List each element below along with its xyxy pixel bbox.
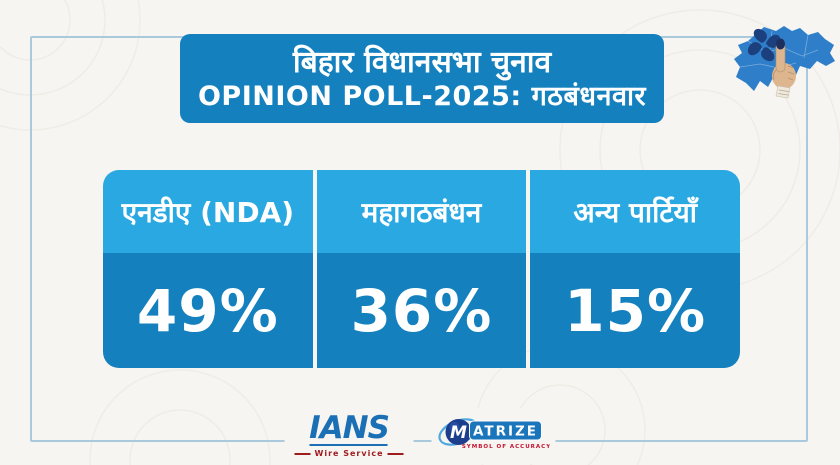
poll-results-table: एनडीए (NDA) 49% महागठबंधन 36% अन्य पार्ट… <box>103 170 740 368</box>
matrize-initial: M <box>450 423 467 443</box>
column-header-mahagathbandhan: महागठबंधन <box>316 170 527 253</box>
column-value-mahagathbandhan: 36% <box>316 253 527 368</box>
ians-wordmark: IANS <box>309 409 390 446</box>
table-column-mahagathbandhan: महागठबंधन 36% <box>316 170 527 368</box>
footer-logos: IANS Wire Service M ATRIZE SYMBOL OF ACC… <box>284 408 556 464</box>
column-value-others: 15% <box>530 253 740 368</box>
matrize-tagline: SYMBOL OF ACCURACY <box>462 444 550 450</box>
ians-tagline: Wire Service <box>314 449 384 459</box>
table-column-others: अन्य पार्टियाँ 15% <box>530 170 740 368</box>
matrize-logo: M ATRIZE SYMBOL OF ACCURACY <box>431 408 556 464</box>
column-value-nda: 49% <box>103 253 313 368</box>
dash-decoration <box>387 452 404 455</box>
matrize-wordmark: ATRIZE <box>473 424 538 440</box>
matrize-logo-graphic: M ATRIZE SYMBOL OF ACCURACY <box>438 418 550 450</box>
column-header-nda: एनडीए (NDA) <box>103 170 313 253</box>
voting-finger-icon <box>772 38 796 99</box>
ians-tagline-row: Wire Service <box>294 449 404 459</box>
column-header-others: अन्य पार्टियाँ <box>530 170 740 253</box>
ians-logo: IANS Wire Service <box>284 409 414 461</box>
page-subtitle: OPINION POLL-2025: गठबंधनवार <box>197 80 647 112</box>
bihar-map-icon <box>734 26 835 99</box>
ians-underline <box>309 444 388 447</box>
page-title-hindi: बिहार विधानसभा चुनाव <box>292 44 552 80</box>
dash-decoration <box>294 452 311 455</box>
title-banner: बिहार विधानसभा चुनाव OPINION POLL-2025: … <box>180 34 664 123</box>
table-column-nda: एनडीए (NDA) 49% <box>103 170 313 368</box>
